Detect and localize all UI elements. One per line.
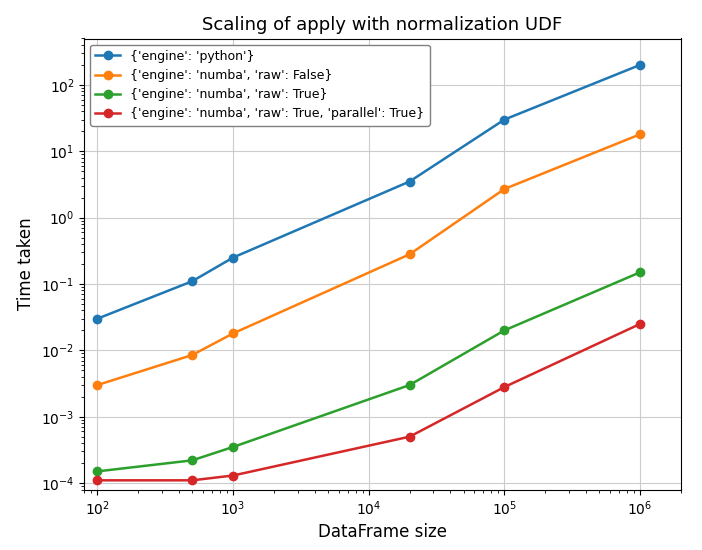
{'engine': 'numba', 'raw': True, 'parallel': True}: (1e+06, 0.025): 'numba', 'raw': True, 'parallel': True}:… [636,321,644,327]
X-axis label: DataFrame size: DataFrame size [318,524,447,541]
Title: Scaling of apply with normalization UDF: Scaling of apply with normalization UDF [202,16,563,34]
{'engine': 'numba', 'raw': True}: (2e+04, 0.003): 'numba', 'raw': True}: (2e+04, 0.003) [405,382,413,388]
{'engine': 'python'}: (100, 0.03): 'python'}: (100, 0.03) [93,315,102,322]
Line: {'engine': 'numba', 'raw': False}: {'engine': 'numba', 'raw': False} [93,130,644,389]
{'engine': 'python'}: (1e+05, 30): 'python'}: (1e+05, 30) [501,116,509,123]
{'engine': 'numba', 'raw': False}: (1e+03, 0.018): 'numba', 'raw': False}: (1e+03, 0.018) [229,330,237,337]
{'engine': 'numba', 'raw': True}: (100, 0.00015): 'numba', 'raw': True}: (100, 0.00015) [93,468,102,475]
{'engine': 'python'}: (2e+04, 3.5): 'python'}: (2e+04, 3.5) [405,178,413,185]
{'engine': 'python'}: (1e+06, 200): 'python'}: (1e+06, 200) [636,62,644,68]
{'engine': 'numba', 'raw': False}: (2e+04, 0.28): 'numba', 'raw': False}: (2e+04, 0.28) [405,251,413,257]
{'engine': 'numba', 'raw': True}: (1e+05, 0.02): 'numba', 'raw': True}: (1e+05, 0.02) [501,327,509,334]
{'engine': 'numba', 'raw': False}: (500, 0.0085): 'numba', 'raw': False}: (500, 0.0085) [188,352,197,359]
Line: {'engine': 'numba', 'raw': True}: {'engine': 'numba', 'raw': True} [93,268,644,476]
{'engine': 'python'}: (1e+03, 0.25): 'python'}: (1e+03, 0.25) [229,254,237,261]
{'engine': 'numba', 'raw': True, 'parallel': True}: (500, 0.00011): 'numba', 'raw': True, 'parallel': True}:… [188,477,197,483]
{'engine': 'numba', 'raw': True, 'parallel': True}: (1e+05, 0.0028): 'numba', 'raw': True, 'parallel': True}:… [501,384,509,390]
{'engine': 'numba', 'raw': True, 'parallel': True}: (100, 0.00011): 'numba', 'raw': True, 'parallel': True}:… [93,477,102,483]
{'engine': 'numba', 'raw': True}: (500, 0.00022): 'numba', 'raw': True}: (500, 0.00022) [188,457,197,464]
{'engine': 'numba', 'raw': True, 'parallel': True}: (1e+03, 0.00013): 'numba', 'raw': True, 'parallel': True}:… [229,472,237,479]
{'engine': 'numba', 'raw': False}: (100, 0.003): 'numba', 'raw': False}: (100, 0.003) [93,382,102,388]
Y-axis label: Time taken: Time taken [18,218,36,310]
{'engine': 'numba', 'raw': True, 'parallel': True}: (2e+04, 0.0005): 'numba', 'raw': True, 'parallel': True}:… [405,433,413,440]
Line: {'engine': 'numba', 'raw': True, 'parallel': True}: {'engine': 'numba', 'raw': True, 'parall… [93,320,644,485]
{'engine': 'python'}: (500, 0.11): 'python'}: (500, 0.11) [188,278,197,284]
{'engine': 'numba', 'raw': False}: (1e+06, 18): 'numba', 'raw': False}: (1e+06, 18) [636,131,644,138]
Line: {'engine': 'python'}: {'engine': 'python'} [93,60,644,323]
Legend: {'engine': 'python'}, {'engine': 'numba', 'raw': False}, {'engine': 'numba', 'ra: {'engine': 'python'}, {'engine': 'numba'… [91,45,430,125]
{'engine': 'numba', 'raw': False}: (1e+05, 2.7): 'numba', 'raw': False}: (1e+05, 2.7) [501,186,509,192]
{'engine': 'numba', 'raw': True}: (1e+03, 0.00035): 'numba', 'raw': True}: (1e+03, 0.00035) [229,444,237,450]
{'engine': 'numba', 'raw': True}: (1e+06, 0.15): 'numba', 'raw': True}: (1e+06, 0.15) [636,269,644,276]
